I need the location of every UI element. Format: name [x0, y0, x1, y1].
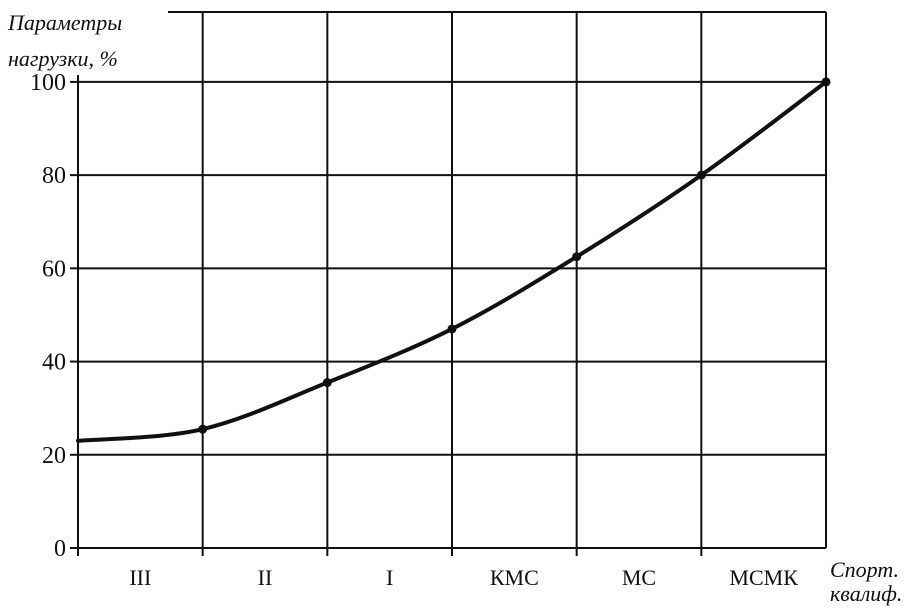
y-axis-title-line2: нагрузки, % [8, 46, 118, 71]
y-tick-label: 40 [42, 350, 66, 376]
y-tick-label: 60 [42, 256, 66, 282]
x-tick-label: I [386, 565, 393, 590]
y-tick-label: 20 [42, 443, 66, 469]
x-tick-label: III [129, 565, 151, 590]
data-point [198, 424, 208, 434]
y-axis-title-line1: Параметры [7, 10, 122, 35]
data-point [447, 324, 457, 334]
data-point [821, 77, 831, 87]
x-tick-label: КМС [490, 565, 539, 590]
x-axis-title-line1: Спорт. [830, 557, 899, 582]
data-point [696, 170, 706, 180]
y-axis: 0 20 40 60 80 100 [30, 70, 78, 562]
x-tick-label: II [258, 565, 273, 590]
data-point [322, 378, 332, 388]
series [76, 77, 831, 443]
y-tick-label: 100 [30, 70, 66, 96]
x-axis-title-line2: квалиф. [830, 581, 902, 606]
grid [77, 11, 827, 549]
y-tick-label: 0 [54, 536, 66, 562]
x-tick-label: МС [622, 565, 656, 590]
y-tick-label: 80 [42, 163, 66, 189]
data-point [572, 252, 582, 262]
x-axis: III II I КМС МС МСМК [77, 548, 798, 590]
x-tick-label: МСМК [729, 565, 798, 590]
